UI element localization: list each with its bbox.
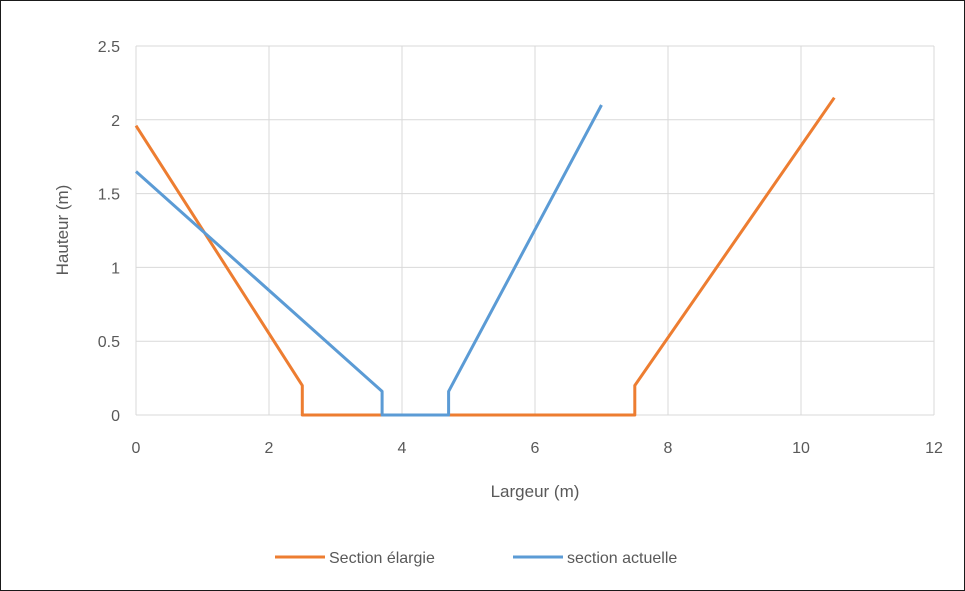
x-tick-label: 8: [664, 440, 673, 457]
x-tick-labels: 0 2 4 6 8 10 12: [132, 440, 943, 457]
series-lines: [134, 96, 836, 417]
legend-label-section-actuelle: section actuelle: [567, 550, 677, 567]
x-axis-title: Largeur (m): [491, 482, 580, 501]
legend-label-section-elargie: Section élargie: [329, 550, 435, 567]
x-tick-label: 0: [132, 440, 141, 457]
x-tick-label: 10: [792, 440, 810, 457]
y-tick-label: 0.5: [98, 334, 120, 351]
y-axis-title: Hauteur (m): [53, 185, 72, 276]
legend: Section élargie section actuelle: [275, 550, 677, 567]
x-tick-label: 12: [925, 440, 943, 457]
y-tick-label: 2: [111, 113, 120, 130]
series-line-section-elargie: [134, 96, 836, 417]
series-line-section-actuelle: [135, 104, 603, 417]
x-tick-label: 2: [265, 440, 274, 457]
y-tick-label: 2.5: [98, 39, 120, 56]
y-tick-label: 1.5: [98, 187, 120, 204]
y-tick-label: 1: [111, 260, 120, 277]
y-tick-label: 0: [111, 408, 120, 425]
x-tick-label: 4: [398, 440, 407, 457]
y-tick-labels: 0 0.5 1 1.5 2 2.5: [98, 39, 120, 425]
x-tick-label: 6: [531, 440, 540, 457]
